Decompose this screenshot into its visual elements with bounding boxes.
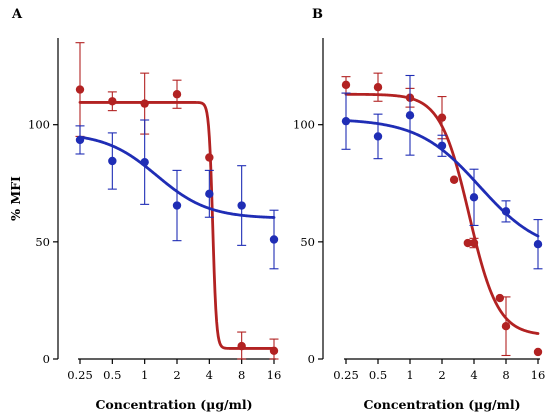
data-point — [140, 157, 149, 167]
data-point — [108, 156, 117, 166]
series-blue — [341, 74, 543, 270]
x-tick-label: 2 — [438, 368, 445, 382]
x-axis-title: Concentration (µg/ml) — [95, 397, 252, 412]
y-tick-label: 100 — [293, 118, 315, 132]
panel-label: A — [11, 7, 23, 22]
data-point — [75, 85, 85, 94]
y-tick-label: 100 — [28, 118, 50, 132]
data-point — [469, 193, 479, 202]
data-point — [205, 189, 214, 199]
data-point — [108, 97, 117, 106]
data-point — [172, 201, 182, 210]
data-point — [172, 90, 182, 99]
data-point — [501, 321, 511, 331]
data-point — [237, 201, 246, 210]
y-tick-label: 50 — [300, 235, 315, 249]
data-point — [501, 207, 511, 216]
data-point — [437, 113, 447, 122]
panel-label: B — [312, 7, 323, 22]
y-tick-label: 50 — [35, 235, 50, 249]
x-tick-label: 16 — [267, 368, 282, 382]
data-point — [341, 80, 351, 90]
data-point — [75, 135, 85, 145]
data-point — [437, 141, 447, 150]
x-tick-label: 0.5 — [103, 368, 121, 382]
x-tick-label: 1 — [406, 368, 413, 382]
chart-panel-b: B 0 50 100 0.25 0.5 1 2 4 8 16 Concentration (µg/ml… — [293, 7, 545, 412]
data-point — [533, 347, 543, 357]
data-point — [269, 235, 279, 244]
data-point — [373, 132, 383, 141]
chart-panel-a: A 0 50 100 0.25 0.5 1 2 4 8 16 Concentration (µg/ml… — [8, 7, 281, 412]
x-axis-title: Concentration (µg/ml) — [363, 397, 520, 412]
x-tick-label: 8 — [502, 368, 509, 382]
data-point — [469, 238, 479, 248]
x-tick-label: 0.5 — [369, 368, 387, 382]
x-tick-label: 1 — [141, 368, 148, 382]
data-point — [269, 346, 279, 355]
data-point — [495, 293, 505, 303]
data-point — [449, 175, 459, 184]
data-point — [140, 99, 149, 108]
x-tick-label: 2 — [173, 368, 180, 382]
x-tick-label: 4 — [470, 368, 477, 382]
series-red — [341, 72, 543, 357]
x-tick-label: 8 — [238, 368, 245, 382]
x-tick-label: 0.25 — [67, 368, 93, 382]
x-tick-label: 16 — [531, 368, 546, 382]
data-point — [533, 239, 543, 249]
data-point — [463, 238, 473, 248]
data-point — [205, 153, 214, 162]
y-tick-label: 0 — [308, 352, 315, 366]
x-tick-label: 4 — [206, 368, 213, 382]
series-blue — [75, 119, 279, 270]
y-tick-label: 0 — [43, 352, 50, 366]
data-point — [341, 116, 351, 126]
data-point — [373, 83, 383, 92]
data-point — [405, 111, 415, 120]
series-red — [75, 42, 279, 360]
data-point — [237, 341, 246, 351]
x-tick-label: 0.25 — [333, 368, 359, 382]
y-axis-title: % MFI — [8, 176, 23, 221]
